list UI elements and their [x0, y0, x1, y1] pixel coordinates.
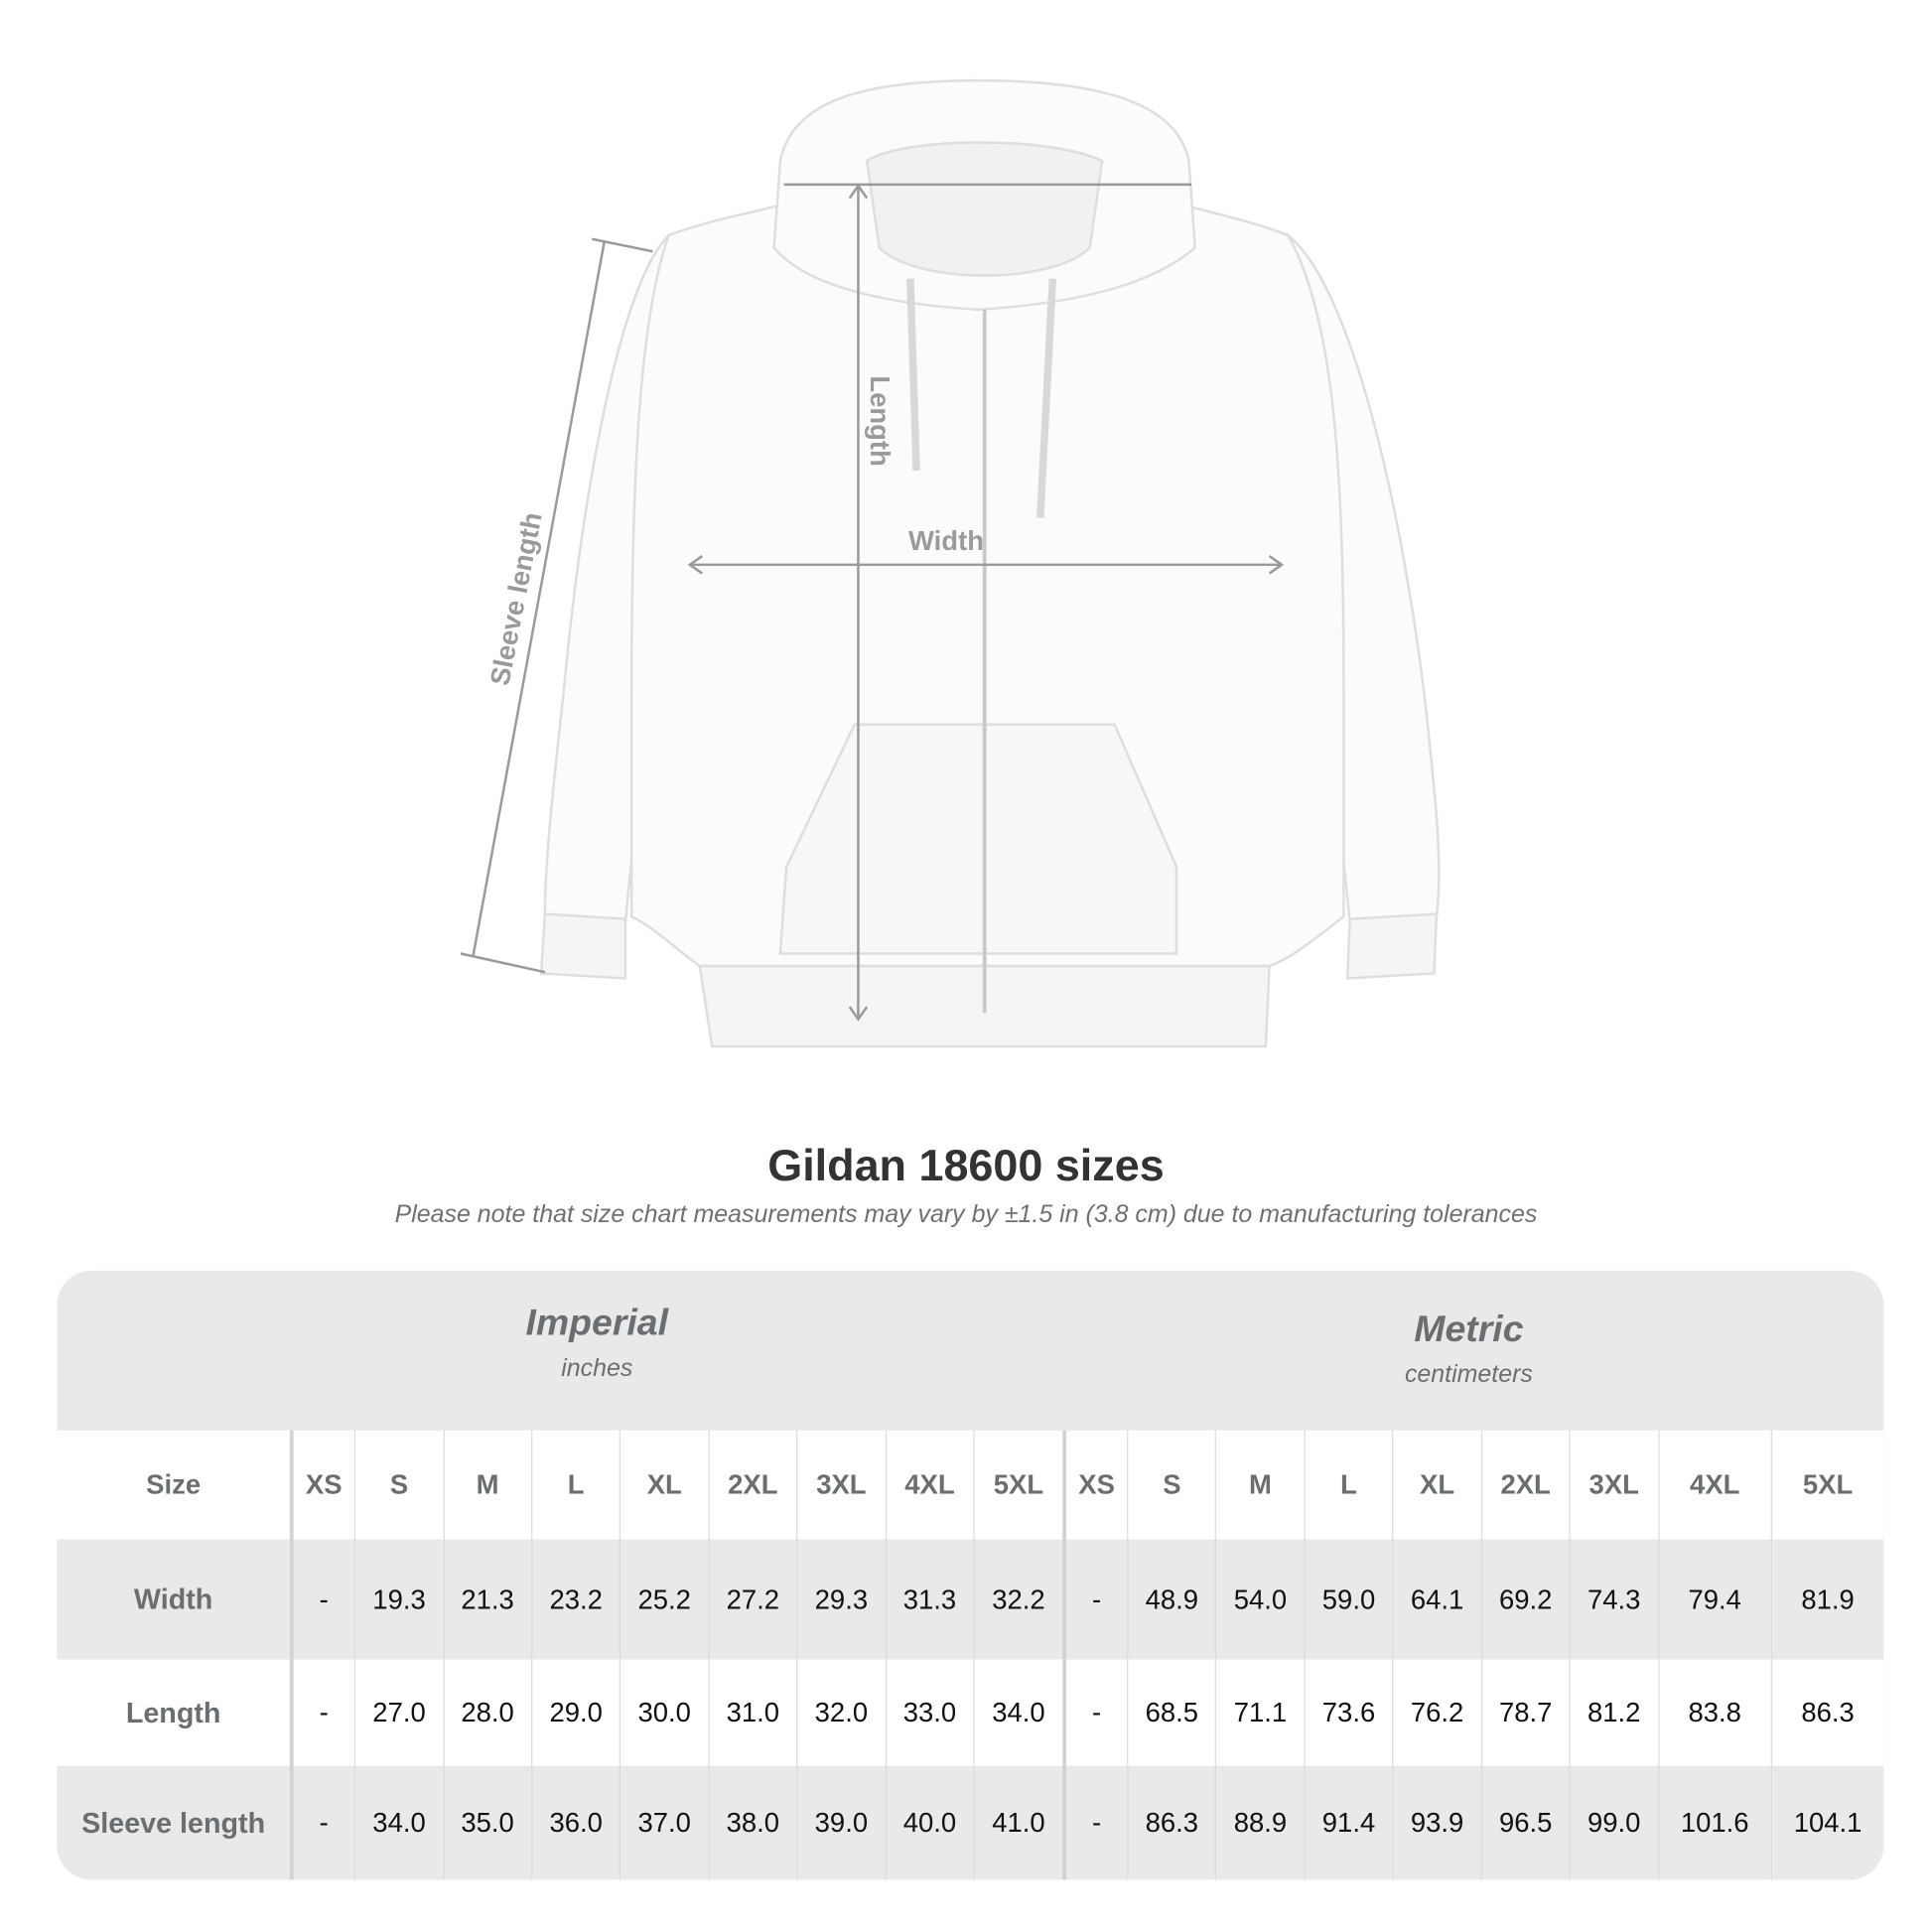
imperial-header: Imperial inches: [416, 1303, 777, 1383]
imperial-size-xl: XL: [620, 1430, 709, 1540]
imperial-size-s: S: [353, 1430, 444, 1540]
size-label: Size: [57, 1430, 294, 1540]
table-cell: 71.1: [1215, 1659, 1305, 1766]
metric-size-s: S: [1127, 1430, 1216, 1540]
table-cell: 48.9: [1127, 1539, 1216, 1660]
table-cell: 79.4: [1657, 1539, 1772, 1660]
metric-size-l: L: [1304, 1430, 1394, 1540]
table-cell: 93.9: [1392, 1765, 1482, 1880]
tolerance-note: Please note that size chart measurements…: [394, 1200, 1538, 1229]
table-cell: 81.9: [1770, 1539, 1884, 1660]
table-cell: 36.0: [531, 1765, 621, 1880]
table-row: Sleeve length -34.0 35.0 36.0 37.0 38.0 39.0 40…: [57, 1765, 1884, 1880]
metric-header: Metric centimeters: [1288, 1310, 1649, 1390]
table-cell: 35.0: [442, 1765, 532, 1880]
imperial-size-5xl: 5XL: [973, 1430, 1065, 1540]
table-cell: 34.0: [973, 1659, 1065, 1766]
table-cell: 28.0: [442, 1659, 532, 1766]
sleeve-line: [472, 241, 606, 957]
table-cell: 59.0: [1304, 1539, 1394, 1660]
metric-size-3xl: 3XL: [1569, 1430, 1659, 1540]
width-label: Width: [908, 525, 984, 556]
metric-size-m: M: [1215, 1430, 1305, 1540]
imperial-size-3xl: 3XL: [796, 1430, 886, 1540]
table-cell: 32.2: [973, 1539, 1065, 1660]
table-cell: 76.2: [1392, 1659, 1482, 1766]
metric-size-5xl: 5XL: [1770, 1430, 1884, 1540]
table-cell: 29.3: [796, 1539, 886, 1660]
table-cell: 74.3: [1569, 1539, 1659, 1660]
metric-size-2xl: 2XL: [1480, 1430, 1571, 1540]
hoodie-illustration: [539, 78, 1441, 1048]
table-cell: 19.3: [353, 1539, 444, 1660]
page-title: Gildan 18600 sizes: [767, 1139, 1165, 1190]
table-cell: 91.4: [1304, 1765, 1394, 1880]
table-cell: -: [1062, 1539, 1128, 1660]
table-cell: 104.1: [1770, 1765, 1884, 1880]
table-cell: 96.5: [1480, 1765, 1571, 1880]
table-cell: 21.3: [442, 1539, 532, 1660]
table-cell: -: [291, 1659, 355, 1766]
table-cell: 27.0: [353, 1659, 444, 1766]
row-label: Width: [57, 1539, 294, 1660]
metric-size-xs: XS: [1062, 1430, 1128, 1540]
table-row: Width -19.3 21.3 23.2 25.2 27.2 29.3 31.3 32.2-4…: [57, 1539, 1884, 1660]
table-cell: 54.0: [1215, 1539, 1305, 1660]
table-cell: 83.8: [1657, 1659, 1772, 1766]
hoodie-diagram: Length Width Sleeve length: [460, 78, 1441, 1048]
table-cell: 34.0: [353, 1765, 444, 1880]
imperial-size-2xl: 2XL: [708, 1430, 797, 1540]
table-cell: 40.0: [885, 1765, 975, 1880]
imperial-unit: inches: [561, 1354, 633, 1383]
table-cell: 64.1: [1392, 1539, 1482, 1660]
size-table: Size XS S M L XL 2XL 3XL 4XL 5XL XS S M L XL 2XL 3XL 4XL 5…: [57, 1430, 1884, 1880]
table-row: Length -27.0 28.0 29.0 30.0 31.0 32.0 33.0 34.0-…: [57, 1659, 1884, 1766]
table-cell: 25.2: [620, 1539, 709, 1660]
imperial-size-l: L: [531, 1430, 621, 1540]
size-table-panel: Imperial inches Metric centimeters Size X…: [57, 1270, 1884, 1880]
metric-size-4xl: 4XL: [1657, 1430, 1772, 1540]
table-cell: 99.0: [1569, 1765, 1659, 1880]
imperial-size-xs: XS: [291, 1430, 355, 1540]
table-cell: -: [1062, 1765, 1128, 1880]
imperial-size-4xl: 4XL: [885, 1430, 975, 1540]
table-cell: -: [291, 1539, 355, 1660]
metric-size-xl: XL: [1392, 1430, 1482, 1540]
table-cell: 41.0: [973, 1765, 1065, 1880]
table-cell: 23.2: [531, 1539, 621, 1660]
length-label: Length: [865, 375, 896, 466]
table-cell: 86.3: [1770, 1659, 1884, 1766]
table-cell: 69.2: [1480, 1539, 1571, 1660]
table-cell: 78.7: [1480, 1659, 1571, 1766]
measurement-lines: [460, 183, 1285, 1022]
table-cell: 101.6: [1657, 1765, 1772, 1880]
table-cell: -: [1062, 1659, 1128, 1766]
table-cell: 73.6: [1304, 1659, 1394, 1766]
table-cell: 30.0: [620, 1659, 709, 1766]
row-label: Sleeve length: [57, 1765, 294, 1880]
imperial-size-m: M: [442, 1430, 532, 1540]
table-cell: 38.0: [708, 1765, 797, 1880]
table-cell: 88.9: [1215, 1765, 1305, 1880]
table-cell: 33.0: [885, 1659, 975, 1766]
table-cell: 81.2: [1569, 1659, 1659, 1766]
metric-unit: centimeters: [1404, 1360, 1533, 1389]
table-cell: 39.0: [796, 1765, 886, 1880]
row-label: Length: [57, 1659, 294, 1766]
table-cell: 37.0: [620, 1765, 709, 1880]
table-cell: 68.5: [1127, 1659, 1216, 1766]
metric-title: Metric: [1414, 1309, 1524, 1350]
imperial-title: Imperial: [525, 1303, 669, 1344]
table-cell: 86.3: [1127, 1765, 1216, 1880]
table-cell: 31.0: [708, 1659, 797, 1766]
table-cell: -: [291, 1765, 355, 1880]
table-cell: 29.0: [531, 1659, 621, 1766]
size-header-row: Size XS S M L XL 2XL 3XL 4XL 5XL XS S M L XL 2XL 3XL 4XL 5…: [57, 1430, 1884, 1540]
table-cell: 31.3: [885, 1539, 975, 1660]
table-cell: 27.2: [708, 1539, 797, 1660]
table-cell: 32.0: [796, 1659, 886, 1766]
